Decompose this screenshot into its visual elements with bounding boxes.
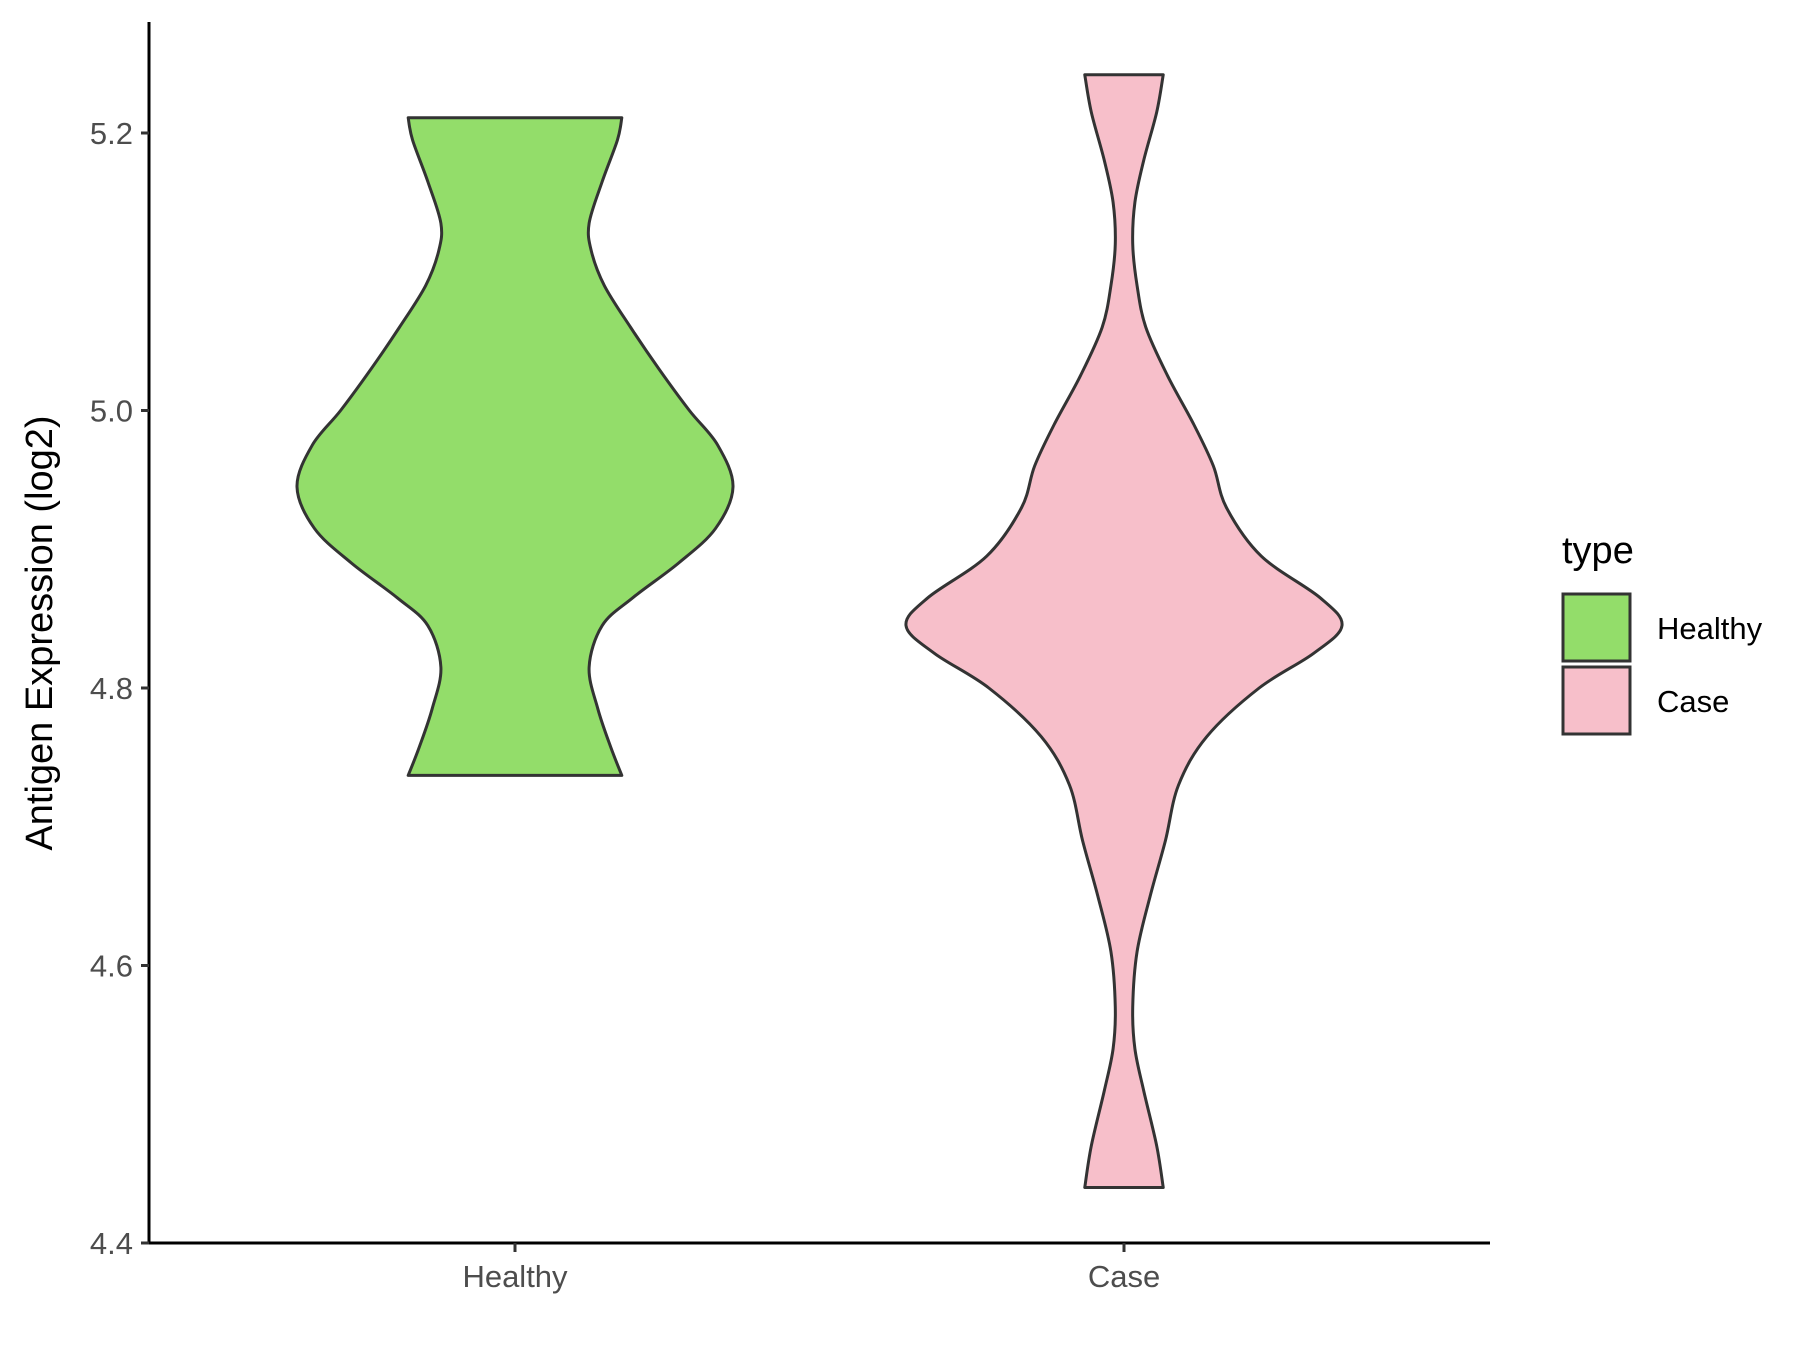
y-tick-label: 5.2 bbox=[90, 116, 133, 151]
violins-group bbox=[295, 73, 1344, 1189]
y-axis-ticks: 4.4 4.6 4.8 5.0 5.2 bbox=[90, 116, 149, 1261]
legend-swatch-case bbox=[1561, 665, 1632, 736]
x-tick-label: Healthy bbox=[462, 1259, 568, 1294]
violin-case bbox=[904, 73, 1344, 1189]
y-tick-label: 5.0 bbox=[90, 394, 133, 429]
x-axis-ticks: Healthy Case bbox=[462, 1243, 1160, 1294]
legend-label-healthy: Healthy bbox=[1657, 611, 1763, 646]
legend-label-case: Case bbox=[1657, 684, 1729, 719]
y-axis-title: Antigen Expression (log2) bbox=[19, 415, 61, 850]
legend: Healthy Case bbox=[1561, 592, 1763, 736]
y-tick-label: 4.4 bbox=[90, 1226, 133, 1261]
legend-swatch-healthy bbox=[1561, 592, 1632, 663]
y-tick-label: 4.6 bbox=[90, 949, 133, 984]
legend-title: type bbox=[1562, 530, 1634, 572]
violin-healthy bbox=[295, 116, 735, 777]
x-tick-label: Case bbox=[1088, 1259, 1160, 1294]
y-tick-label: 4.8 bbox=[90, 671, 133, 706]
